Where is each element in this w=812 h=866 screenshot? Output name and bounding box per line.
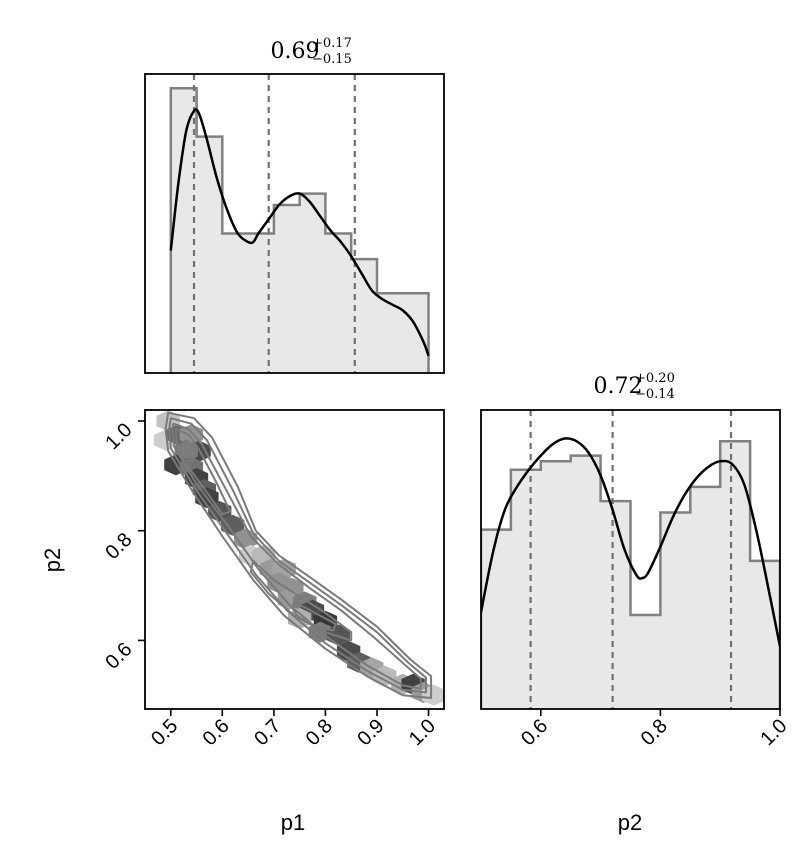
p2-x-tick-label: 0.6 (517, 715, 552, 750)
joint-x-tick-label: 0.8 (302, 715, 337, 750)
p1-histogram-fill (170, 88, 429, 373)
p2-x-ticks: 0.6 0.8 1.0 (517, 709, 792, 750)
contour-mid (168, 417, 427, 694)
hexbin (233, 528, 258, 550)
joint-y-label: p2 (40, 548, 65, 572)
joint-y-ticks: 0.6 0.8 1.0 (101, 419, 145, 674)
p2-marginal-panel: 0.6 0.8 1.0 0.72 +0.20 −0.14 p2 (480, 371, 792, 835)
p2-quantile-lines (529, 410, 733, 709)
p1-title-minus: −0.15 (312, 52, 352, 67)
contour-outer (164, 411, 433, 699)
joint-y-tick-label: 0.6 (101, 638, 136, 673)
p2-x-tick-label: 0.8 (637, 715, 672, 750)
p1-kde-line (169, 108, 430, 357)
joint-x-tick-label: 0.5 (147, 715, 182, 750)
contour-core-d (290, 601, 337, 632)
p1-histogram-step (169, 86, 430, 373)
contour-core-c (249, 559, 353, 642)
p2-x-tick-label: 1.0 (756, 715, 791, 750)
p1-quantile-lines (192, 74, 356, 373)
joint-contours (164, 411, 433, 699)
p2-x-label: p2 (618, 810, 642, 835)
contour-core-b (179, 439, 198, 464)
joint-x-tick-label: 0.9 (353, 715, 388, 750)
p1-title: 0.69 (271, 39, 320, 64)
joint-x-tick-label: 0.6 (199, 715, 234, 750)
joint-x-tick-label: 0.7 (250, 715, 285, 750)
joint-x-tick-label: 1.0 (405, 715, 440, 750)
joint-y-tick-label: 0.8 (101, 529, 136, 564)
p2-title-minus: −0.14 (635, 387, 675, 402)
p2-histogram-step (481, 440, 780, 709)
p1-marginal-panel: 0.69 +0.17 −0.15 (144, 36, 445, 374)
joint-axes-frame (144, 409, 445, 710)
p2-title: 0.72 (594, 374, 643, 399)
p1-axes-frame (144, 73, 445, 374)
p2-axes-frame (480, 409, 781, 710)
joint-panel: 0.5 0.6 0.7 0.8 0.9 1.0 0.6 0.8 1.0 p1 p2 (40, 409, 445, 835)
hexbin (422, 684, 444, 706)
p2-kde-line (481, 437, 780, 647)
joint-x-label: p1 (281, 810, 305, 835)
joint-x-ticks: 0.5 0.6 0.7 0.8 0.9 1.0 (147, 709, 440, 750)
joint-y-tick-label: 1.0 (101, 419, 136, 454)
p1-title-plus: +0.17 (312, 36, 352, 51)
contour-inner (171, 422, 422, 690)
p2-title-plus: +0.20 (635, 371, 675, 386)
hexbin (220, 514, 245, 536)
